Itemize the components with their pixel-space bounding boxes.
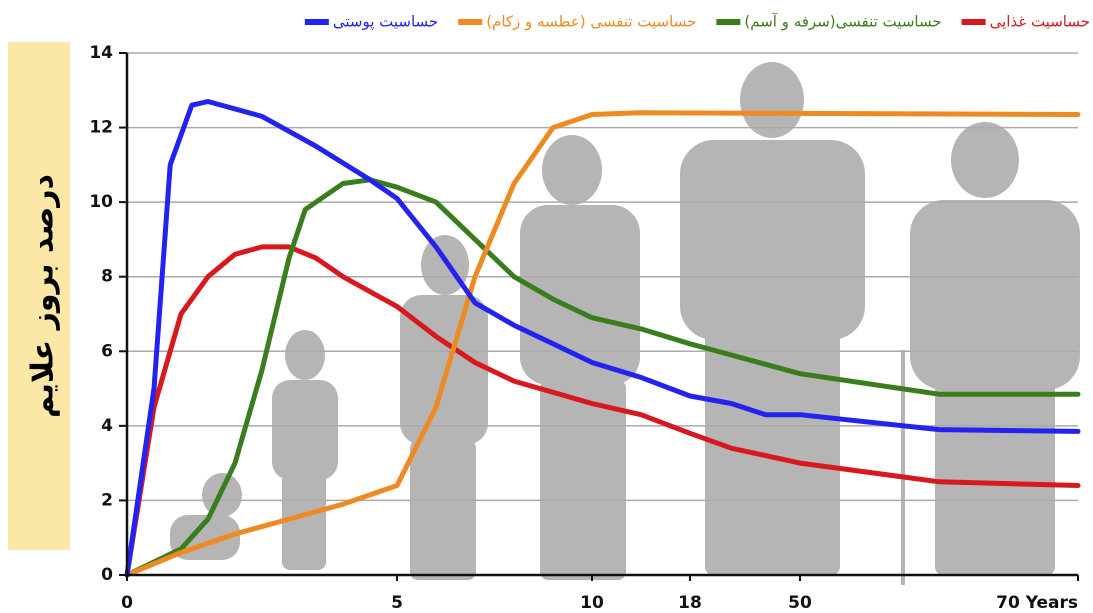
y-tick-label: 8 bbox=[101, 267, 113, 287]
legend-swatch bbox=[458, 19, 483, 25]
lines bbox=[124, 99, 1081, 578]
silhouettes bbox=[170, 62, 1080, 585]
x-tick-label: 70 Years bbox=[996, 593, 1078, 613]
toddler bbox=[285, 330, 325, 380]
elder bbox=[935, 380, 1055, 575]
y-label-box bbox=[8, 42, 70, 550]
y-tick-label: 6 bbox=[101, 341, 113, 361]
x-tick-label: 5 bbox=[391, 593, 403, 613]
adult bbox=[705, 330, 840, 575]
child bbox=[400, 295, 488, 445]
x-tick-label: 0 bbox=[121, 593, 133, 613]
elder bbox=[951, 122, 1019, 198]
axes: 0 2 4 6 8 10 12 14 0 5 10 18 50 70 Years bbox=[89, 43, 1079, 613]
x-tick-label: 10 bbox=[580, 593, 604, 613]
y-tick-label: 4 bbox=[101, 416, 113, 436]
y-tick-label: 2 bbox=[101, 490, 113, 510]
elder bbox=[910, 200, 1080, 390]
teen bbox=[540, 380, 626, 580]
y-axis-label: درصد بروز علایم bbox=[26, 174, 61, 418]
adult bbox=[680, 140, 865, 340]
legend-swatch bbox=[961, 19, 986, 25]
child bbox=[410, 440, 476, 580]
teen bbox=[542, 135, 602, 205]
adult bbox=[740, 62, 804, 138]
y-tick-label: 10 bbox=[89, 192, 113, 212]
toddler bbox=[272, 380, 338, 480]
y-tick-label: 0 bbox=[101, 565, 113, 585]
series-line bbox=[124, 99, 1081, 578]
y-tick-label: 12 bbox=[89, 118, 113, 138]
series-line bbox=[124, 110, 1081, 578]
legend-label: حساسیت غذایی bbox=[990, 13, 1090, 31]
y-tick-label: 14 bbox=[89, 43, 113, 63]
legend-swatch bbox=[716, 19, 741, 25]
x-tick-label: 18 bbox=[678, 593, 702, 613]
x-tick-label: 50 bbox=[788, 593, 812, 613]
legend-label: حساسیت تنفسی(سرفه و آسم) bbox=[744, 13, 941, 31]
series-line bbox=[124, 244, 1081, 578]
legend-label: حساسیت پوستی bbox=[333, 13, 438, 32]
toddler bbox=[282, 470, 326, 570]
legend-swatch bbox=[304, 19, 329, 25]
legend: حساسیت غذایی حساسیت تنفسی(سرفه و آسم) حساس… bbox=[304, 13, 1090, 32]
series-line bbox=[124, 177, 1081, 578]
legend-label: حساسیت تنفسی (عطسه و زکام) bbox=[486, 13, 696, 31]
